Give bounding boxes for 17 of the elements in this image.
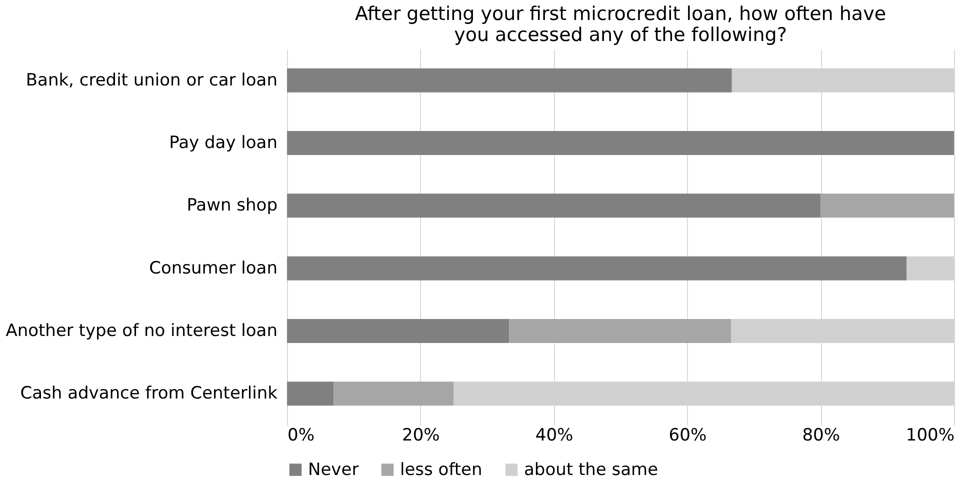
x-tick-label: 100% (906, 426, 954, 446)
x-tick-label: 60% (668, 426, 707, 446)
y-tick-label: Cash advance from Centerlink (20, 384, 278, 404)
x-tick-label: 0% (288, 426, 314, 446)
legend-label: less often (400, 460, 482, 480)
x-tick-label: 20% (402, 426, 440, 446)
y-tick-label: Another type of no interest loan (6, 321, 278, 341)
x-tick-label: 80% (802, 426, 840, 446)
y-tick-label: Bank, credit union or car loan (26, 70, 278, 90)
text: you accessed any of the following? (454, 24, 787, 46)
y-tick-label: Pay day loan (169, 133, 278, 153)
y-tick-label: Pawn shop (186, 196, 278, 216)
legend-label: about the same (524, 460, 658, 480)
text: After getting your first microcredit loan, how often have (354, 3, 886, 25)
x-tick-label: 40% (535, 426, 574, 446)
y-tick-label: Consumer loan (149, 258, 278, 278)
legend-label: Never (308, 460, 359, 480)
